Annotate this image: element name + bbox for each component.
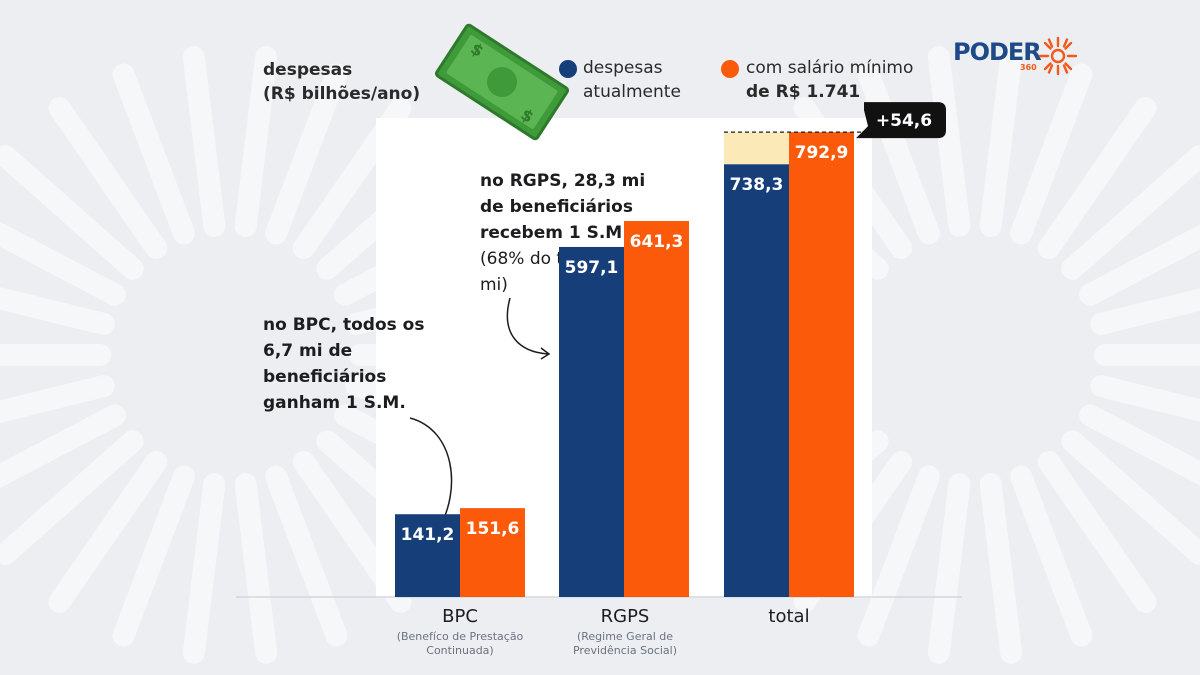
background-ray [927,46,971,237]
brand-logo-sub: 360 [1020,63,1037,72]
legend-current: despesas atualmente [583,56,681,104]
brand-logo: PODER [953,38,1042,66]
background-ray [1079,404,1200,486]
annotation-bpc: no BPC, todos os 6,7 mi de beneficiários… [263,312,443,416]
category-label-bpc: BPC [442,606,478,627]
background-ray [857,465,940,647]
increase-badge [856,102,946,139]
background-ray [48,450,168,613]
background-ray [1010,63,1093,245]
bar-value-label: 792,9 [795,143,849,163]
bar-current-rgps [559,246,624,597]
y-axis-title: despesas (R$ bilhões/ano) [263,60,421,104]
background-ray [1010,465,1093,647]
sun-logo-icon [1038,36,1078,76]
background-ray [234,473,278,664]
background-ray [265,63,348,245]
background-ray [265,465,348,647]
legend-dot-current [559,60,577,78]
background-ray [0,404,126,489]
background-ray [0,430,144,565]
background-ray [234,46,278,237]
background-ray [1061,145,1200,280]
category-label-total: total [768,606,810,627]
category-subtitle-bpc: (Benefíco de Prestação Continuada) [396,630,524,657]
bar-value-label: 597,1 [565,258,619,278]
background-ray [112,465,195,647]
background-ray [979,46,1023,237]
money-bill-icon: $ $ [434,23,570,141]
bar-value-label: 738,3 [730,175,784,195]
legend-current-line2: atualmente [583,82,681,102]
background-ray [0,375,115,424]
bar-value-label: 141,2 [401,525,455,545]
background-ray [857,63,940,245]
background-ray [979,473,1023,664]
background-ray [927,473,971,664]
legend-dot-minimum [721,60,739,78]
category-subtitle-rgps: (Regime Geral de Previdência Social) [572,630,678,657]
background-ray [1090,288,1200,335]
bar-minimum-rgps [624,221,689,597]
legend-minimum: com salário mínimo de R$ 1.741 [746,56,913,104]
legend-minimum-line1: com salário mínimo [746,58,914,78]
bar-value-label: 641,3 [630,232,684,252]
background-ray [182,473,226,664]
background-ray [1090,375,1200,422]
annotation-rgps-bold: no RGPS, 28,3 mi de beneficiários recebe… [480,171,646,243]
increase-badge-label: +54,6 [876,111,932,131]
bar-increase-total [724,132,789,165]
bar-minimum-total [789,132,854,598]
bar-current-bpc [395,514,460,597]
legend-minimum-line2: de R$ 1.741 [746,82,861,102]
background-ray [0,221,126,306]
background-ray [182,46,226,237]
annotation-bpc-bold: no BPC, todos os 6,7 mi de beneficiários… [263,315,425,413]
background-ray [1079,224,1200,306]
bar-minimum-bpc [460,508,525,597]
background-ray [112,63,195,245]
bar-value-label: 151,6 [466,519,520,539]
background-ray [48,97,168,260]
background-ray [0,286,115,335]
background-ray [1037,97,1157,260]
category-label-rgps: RGPS [600,606,650,627]
legend-current-line1: despesas [583,58,663,78]
background-ray [0,145,144,280]
background-ray [1037,450,1157,613]
background-ray [1061,430,1200,565]
bar-current-total [724,164,789,597]
